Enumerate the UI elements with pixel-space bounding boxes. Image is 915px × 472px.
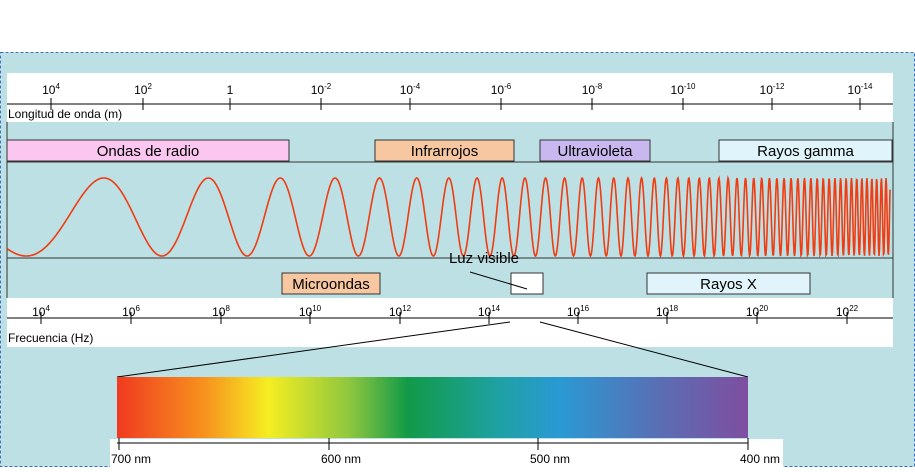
tick-label: 400 nm bbox=[740, 452, 780, 466]
tick-base: 10 bbox=[567, 305, 581, 319]
axis-label: Longitud de onda (m) bbox=[8, 107, 122, 121]
tick-base: 10 bbox=[32, 305, 46, 319]
tick-label: 10-10 bbox=[671, 82, 696, 97]
tick-exp: -8 bbox=[595, 82, 603, 91]
tick-base: 10 bbox=[836, 305, 850, 319]
tick-exp: -12 bbox=[773, 82, 785, 91]
tick-exp: -6 bbox=[504, 82, 512, 91]
tick-base: 1 bbox=[227, 83, 234, 97]
tick-label: 1012 bbox=[389, 304, 412, 319]
tick-label: 102 bbox=[134, 82, 152, 97]
tick-label: 10-8 bbox=[582, 82, 603, 97]
tick-exp: -14 bbox=[861, 82, 873, 91]
nm-strip bbox=[110, 439, 783, 467]
wave bbox=[6, 174, 891, 259]
band-label: Microondas bbox=[292, 276, 370, 293]
tick-exp: -10 bbox=[684, 82, 696, 91]
tick-base: 10 bbox=[656, 305, 670, 319]
band-box bbox=[539, 139, 651, 162]
band-box bbox=[281, 272, 381, 295]
tick-exp: -2 bbox=[324, 82, 332, 91]
tick-label: 10-14 bbox=[848, 82, 873, 97]
tick-base: 10 bbox=[400, 83, 414, 97]
tick-label: 1 bbox=[227, 83, 234, 97]
band-label: Luz visible bbox=[449, 250, 519, 267]
band-box bbox=[6, 139, 290, 162]
tick-base: 10 bbox=[42, 83, 56, 97]
band-label: Rayos gamma bbox=[757, 143, 854, 160]
tick-exp: 8 bbox=[225, 304, 230, 313]
tick-base: 10 bbox=[311, 83, 325, 97]
band-label: Infrarrojos bbox=[411, 143, 479, 160]
band-label: Ultravioleta bbox=[557, 143, 633, 160]
tick-label: 600 nm bbox=[321, 452, 361, 466]
band-label: Rayos X bbox=[700, 276, 757, 293]
tick-label: 10-4 bbox=[400, 82, 421, 97]
tick-label: 1020 bbox=[746, 304, 769, 319]
tick-exp: 10 bbox=[312, 304, 321, 313]
tick-exp: 16 bbox=[580, 304, 589, 313]
tick-exp: 12 bbox=[402, 304, 411, 313]
tick-exp: 18 bbox=[669, 304, 678, 313]
tick-base: 10 bbox=[491, 83, 505, 97]
tick-base: 10 bbox=[671, 83, 685, 97]
tick-label: 1014 bbox=[478, 304, 501, 319]
tick-base: 10 bbox=[389, 305, 403, 319]
tick-base: 10 bbox=[582, 83, 596, 97]
frequency-strip bbox=[7, 298, 893, 347]
tick-label: 1016 bbox=[567, 304, 590, 319]
axis-label: Frecuencia (Hz) bbox=[8, 331, 93, 345]
pointer bbox=[469, 271, 528, 290]
tick-base: 10 bbox=[212, 305, 226, 319]
tick-exp: 20 bbox=[759, 304, 768, 313]
band-box bbox=[510, 272, 544, 295]
tick-label: 10-2 bbox=[311, 82, 332, 97]
tick-label: 500 nm bbox=[530, 452, 570, 466]
tick-label: 10-6 bbox=[491, 82, 512, 97]
tick-label: 700 nm bbox=[111, 452, 151, 466]
tick-exp: 4 bbox=[55, 82, 60, 91]
zoom-line bbox=[116, 321, 511, 378]
tick-label: 1018 bbox=[656, 304, 679, 319]
tick-exp: 14 bbox=[491, 304, 500, 313]
zoom-line bbox=[539, 321, 749, 378]
tick-label: 106 bbox=[122, 304, 140, 319]
visible-spectrum bbox=[117, 377, 748, 438]
band-box bbox=[718, 139, 893, 162]
tick-base: 10 bbox=[299, 305, 313, 319]
band-box bbox=[374, 139, 515, 162]
tick-base: 10 bbox=[746, 305, 760, 319]
tick-label: 1022 bbox=[836, 304, 859, 319]
tick-exp: 6 bbox=[135, 304, 140, 313]
tick-exp: 22 bbox=[849, 304, 858, 313]
tick-base: 10 bbox=[478, 305, 492, 319]
tick-label: 1010 bbox=[299, 304, 322, 319]
tick-exp: -4 bbox=[413, 82, 421, 91]
tick-label: 108 bbox=[212, 304, 230, 319]
band-label: Ondas de radio bbox=[97, 143, 200, 160]
tick-base: 10 bbox=[134, 83, 148, 97]
tick-label: 10-12 bbox=[760, 82, 785, 97]
tick-base: 10 bbox=[760, 83, 774, 97]
band-box bbox=[646, 272, 811, 295]
wavelength-strip bbox=[7, 73, 893, 122]
tick-exp: 4 bbox=[45, 304, 50, 313]
tick-label: 104 bbox=[42, 82, 60, 97]
tick-label: 104 bbox=[32, 304, 50, 319]
tick-base: 10 bbox=[122, 305, 136, 319]
tick-base: 10 bbox=[848, 83, 862, 97]
tick-exp: 2 bbox=[147, 82, 152, 91]
